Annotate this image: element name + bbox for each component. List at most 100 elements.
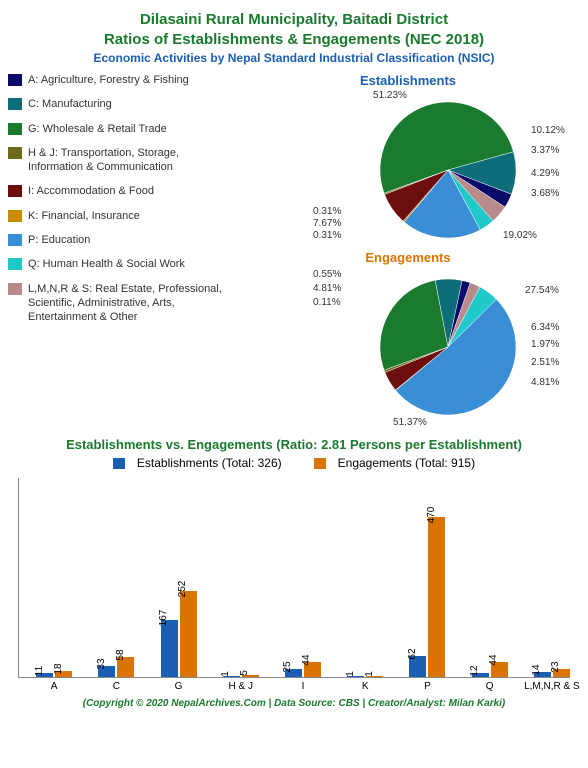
legend-swatch: [8, 258, 22, 270]
bar-category-label: C: [85, 681, 147, 692]
legend-label: Q: Human Health & Social Work: [28, 257, 185, 271]
legend-swatch: [8, 74, 22, 86]
legend-label: I: Accommodation & Food: [28, 184, 154, 198]
bar-chart-title: Establishments vs. Engagements (Ratio: 2…: [8, 437, 580, 452]
bar-legend-item: Establishments (Total: 326): [105, 456, 290, 470]
legend-swatch: [8, 283, 22, 295]
pie-slice-label: 0.31%: [313, 206, 341, 217]
bar-legend-label: Establishments (Total: 326): [137, 456, 282, 470]
legend-swatch: [8, 234, 22, 246]
main-title: Dilasaini Rural Municipality, Baitadi Di…: [8, 10, 580, 49]
bar-group: 1 1 K: [334, 676, 396, 677]
pie-slice-label: 27.54%: [525, 285, 559, 296]
legend-label: G: Wholesale & Retail Trade: [28, 122, 167, 136]
bar-value: 12: [469, 665, 480, 676]
pie-slice-label: 3.37%: [531, 145, 559, 156]
bar-group: 167 252 G: [147, 591, 209, 677]
bar-engagements: 23: [553, 669, 570, 677]
bar-establishments: 25: [285, 669, 302, 678]
bar-chart: 11 18 A 33 58 C 167 252 G 1 5 H & J 25 4…: [18, 478, 570, 678]
legend-swatch: [8, 98, 22, 110]
pie-slice-label: 4.81%: [313, 283, 341, 294]
title-line2: Ratios of Establishments & Engagements (…: [104, 31, 484, 48]
bar-category-label: L,M,N,R & S: [521, 681, 583, 692]
bar-group: 12 44 Q: [459, 662, 521, 677]
bar-establishments: 1: [347, 676, 364, 677]
bar-legend-item: Engagements (Total: 915): [306, 456, 483, 470]
legend-swatch: [8, 147, 22, 159]
bar-establishments: 62: [409, 656, 426, 677]
pie-svg: [243, 267, 573, 427]
pie-slice-label: 0.31%: [313, 230, 341, 241]
legend-label: P: Education: [28, 233, 90, 247]
bar-category-label: P: [396, 681, 458, 692]
bar-value: 14: [531, 665, 542, 676]
bar-value: 11: [34, 666, 45, 676]
pie-slice-label: 10.12%: [531, 125, 565, 136]
bar-establishments: 11: [36, 673, 53, 677]
bar-value: 44: [301, 654, 312, 665]
bar-value: 23: [550, 662, 561, 673]
bar-value: 167: [158, 610, 169, 627]
legend-item: I: Accommodation & Food: [8, 184, 235, 198]
pie-charts-column: Establishments 51.23%10.12%3.37%4.29%3.6…: [243, 73, 573, 427]
bar-group: 62 470 P: [396, 517, 458, 677]
pie-slice-label: 1.97%: [531, 339, 559, 350]
bar-value: 44: [488, 654, 499, 665]
bar-value: 252: [177, 581, 188, 598]
legend-item: K: Financial, Insurance: [8, 209, 235, 223]
bar-engagements: 44: [491, 662, 508, 677]
chart-container: Dilasaini Rural Municipality, Baitadi Di…: [0, 0, 588, 719]
legend-label: C: Manufacturing: [28, 97, 112, 111]
pie-slice-label: 51.37%: [393, 417, 427, 428]
establishments-pie: 51.23%10.12%3.37%4.29%3.68%19.02%0.31%7.…: [243, 90, 573, 250]
legend-label: H & J: Transportation, Storage, Informat…: [28, 146, 235, 175]
legend-item: C: Manufacturing: [8, 97, 235, 111]
bar-value: 1: [220, 671, 231, 677]
pie-slice-label: 4.81%: [531, 377, 559, 388]
bar-engagements: 5: [242, 675, 259, 677]
legend-item: Q: Human Health & Social Work: [8, 257, 235, 271]
bar-value: 33: [96, 658, 107, 669]
bar-group: 25 44 I: [272, 662, 334, 677]
pie1-title: Establishments: [243, 73, 573, 88]
bar-engagements: 252: [180, 591, 197, 677]
legend-label: L,M,N,R & S: Real Estate, Professional, …: [28, 282, 235, 325]
legend-item: A: Agriculture, Forestry & Fishing: [8, 73, 235, 87]
bar-category-label: I: [272, 681, 334, 692]
bar-establishments: 12: [472, 673, 489, 677]
title-line1: Dilasaini Rural Municipality, Baitadi Di…: [140, 11, 448, 28]
bar-value: 1: [345, 671, 356, 677]
bar-establishments: 33: [98, 666, 115, 677]
pie-slice-label: 0.55%: [313, 269, 341, 280]
pie-slice-label: 7.67%: [313, 218, 341, 229]
legend-swatch: [8, 185, 22, 197]
bar-value: 25: [282, 661, 293, 672]
bar-engagements: 44: [304, 662, 321, 677]
legend-swatch: [8, 210, 22, 222]
bar-engagements: 18: [55, 671, 72, 677]
pie-svg: [243, 90, 573, 250]
bar-legend-swatch: [314, 458, 326, 469]
pie-slice-label: 3.68%: [531, 188, 559, 199]
bar-value: 5: [239, 671, 250, 677]
bar-category-label: K: [334, 681, 396, 692]
bar-value: 62: [407, 648, 418, 659]
bar-value: 1: [364, 671, 375, 677]
pie-slice-label: 51.23%: [373, 90, 407, 101]
pie2-title: Engagements: [243, 250, 573, 265]
bar-establishments: 1: [223, 676, 240, 677]
pie-slice-label: 6.34%: [531, 322, 559, 333]
category-legend: A: Agriculture, Forestry & Fishing C: Man…: [8, 73, 243, 427]
pie-slice-label: 2.51%: [531, 357, 559, 368]
bar-chart-legend: Establishments (Total: 326) Engagements (…: [8, 456, 580, 470]
bar-category-label: G: [147, 681, 209, 692]
bar-legend-label: Engagements (Total: 915): [338, 456, 475, 470]
bar-value: 58: [115, 650, 126, 661]
pie-slice-label: 19.02%: [503, 230, 537, 241]
bar-group: 14 23 L,M,N,R & S: [521, 669, 583, 677]
bar-engagements: 470: [428, 517, 445, 677]
bar-legend-swatch: [113, 458, 125, 469]
legend-item: L,M,N,R & S: Real Estate, Professional, …: [8, 282, 235, 325]
legend-item: H & J: Transportation, Storage, Informat…: [8, 146, 235, 175]
